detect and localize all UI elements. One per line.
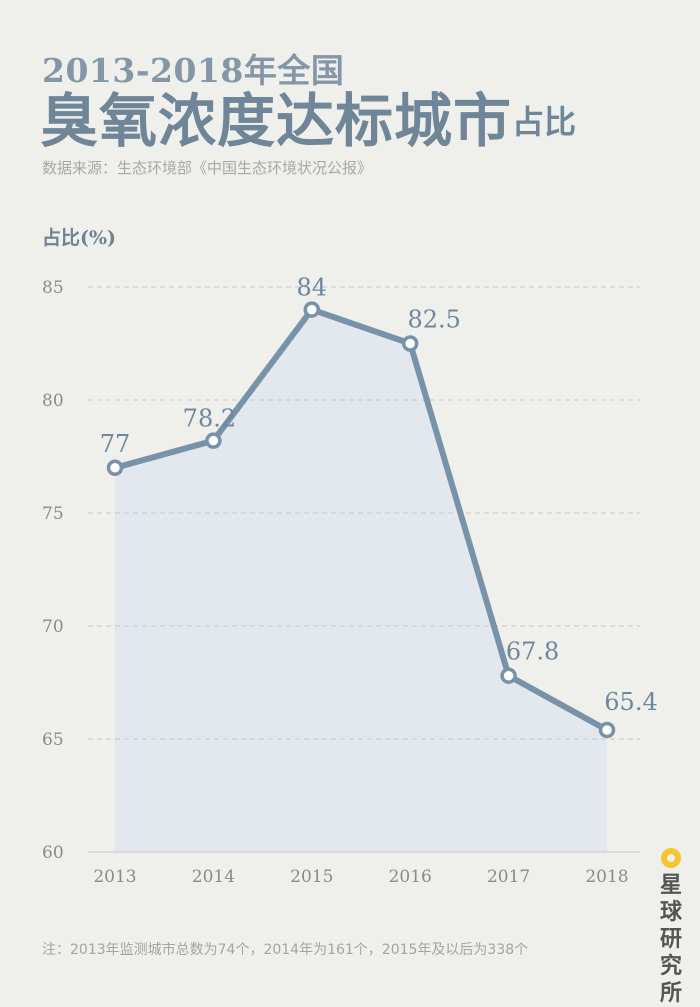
y-tick-label: 60: [42, 843, 64, 863]
data-label: 82.5: [407, 306, 460, 334]
brand-logo: 星球研究所: [657, 848, 685, 1007]
chart-title-suffix: 占比: [512, 103, 577, 141]
data-label: 84: [297, 274, 328, 302]
chart-title-main: 臭氧浓度达标城市: [40, 87, 513, 155]
chart-title-line1: 2013-2018年全国: [42, 51, 345, 90]
data-label: 67.8: [506, 638, 559, 666]
x-tick-label: 2015: [290, 867, 333, 887]
y-tick-label: 65: [42, 730, 64, 750]
x-tick-label: 2017: [487, 867, 530, 887]
data-label: 77: [100, 430, 131, 458]
x-tick-label: 2014: [192, 867, 235, 887]
data-point: [500, 667, 517, 684]
data-point: [303, 301, 321, 318]
footnote: 注：2013年监测城市总数为74个，2014年为161个，2015年及以后为33…: [42, 942, 529, 958]
planet-icon: [661, 848, 681, 868]
y-tick-label: 70: [42, 617, 64, 637]
x-tick-label: 2013: [93, 867, 136, 887]
y-tick-label: 75: [42, 504, 64, 524]
data-point: [106, 459, 124, 477]
data-label: 78.2: [183, 405, 236, 433]
data-point: [598, 721, 616, 739]
y-tick-label: 85: [42, 278, 64, 298]
series-line: [112, 306, 610, 733]
area-fill: [115, 309, 607, 853]
x-tick-label: 2016: [389, 867, 432, 887]
x-tick-label: 2018: [585, 867, 628, 887]
data-source: 数据来源：生态环境部《中国生态环境状况公报》: [42, 159, 373, 177]
y-tick-label: 80: [42, 391, 64, 411]
data-label: 65.4: [604, 688, 657, 716]
brand-name: 星球研究所: [659, 873, 682, 1006]
chart-title-line2: 臭氧浓度达标城市占比: [40, 86, 576, 157]
data-point: [205, 432, 222, 449]
y-axis-label: 占比(%): [42, 227, 117, 249]
data-point: [401, 335, 419, 352]
